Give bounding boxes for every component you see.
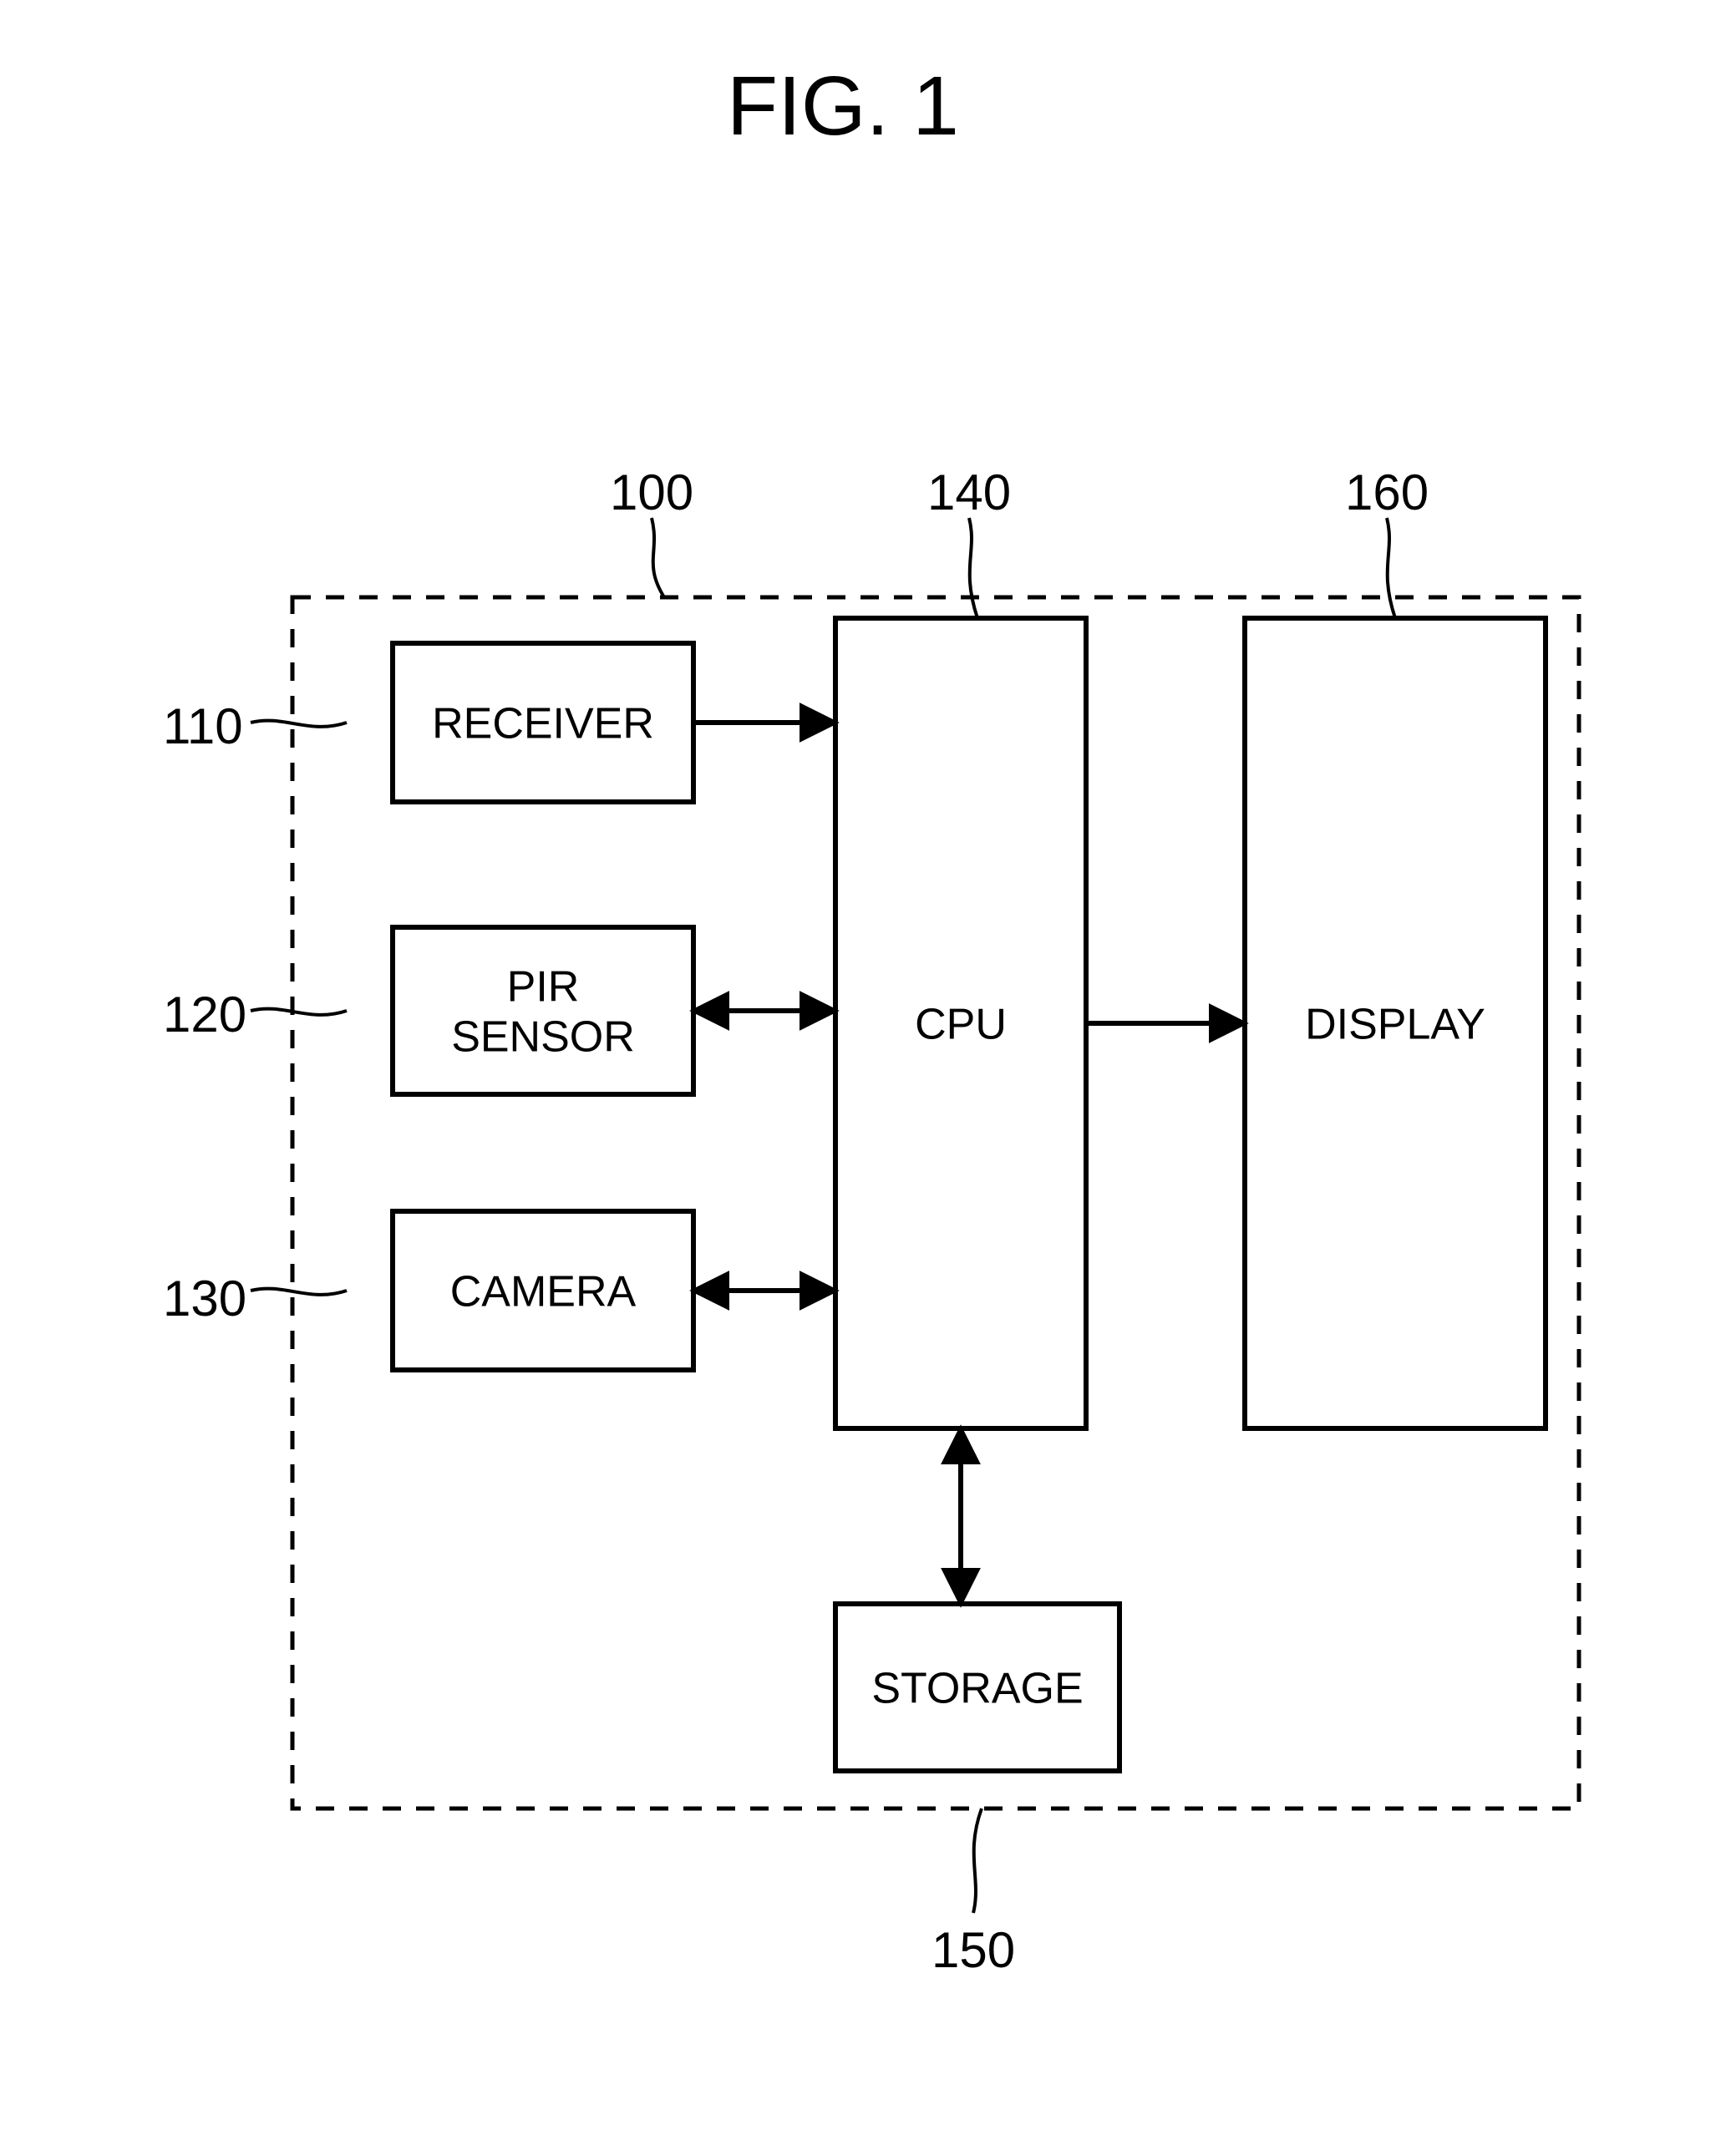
block-camera-label: CAMERA (450, 1268, 637, 1316)
block-receiver-label: RECEIVER (432, 700, 654, 748)
block-storage-label: STORAGE (871, 1665, 1083, 1713)
block-pir-sensor: PIR SENSOR (393, 927, 693, 1094)
ref-label-140: 140 (927, 464, 1011, 521)
block-cpu: CPU (835, 618, 1086, 1428)
lead-110 (251, 721, 347, 727)
lead-150 (973, 1809, 982, 1913)
lead-120 (251, 1009, 347, 1015)
block-storage: STORAGE (835, 1604, 1119, 1771)
ref-label-130: 130 (163, 1270, 246, 1327)
block-diagram-svg: RECEIVER PIR SENSOR CAMERA CPU STORAGE D… (0, 0, 1726, 2156)
ref-label-110: 110 (163, 698, 243, 755)
block-pir-label-line1: PIR (507, 963, 580, 1012)
ref-label-150: 150 (932, 1921, 1015, 1979)
lead-140 (969, 518, 977, 618)
lead-160 (1387, 518, 1395, 618)
lead-100 (652, 518, 664, 597)
ref-label-120: 120 (163, 986, 246, 1043)
lead-130 (251, 1289, 347, 1295)
block-camera: CAMERA (393, 1211, 693, 1370)
ref-label-160: 160 (1345, 464, 1429, 521)
figure-title: FIG. 1 (727, 58, 959, 155)
container-box (292, 597, 1579, 1809)
figure-page: FIG. 1 100 140 160 110 120 130 150 RECEI… (0, 0, 1726, 2156)
block-display-label: DISPLAY (1305, 1001, 1485, 1049)
block-pir-label-line2: SENSOR (451, 1013, 635, 1062)
block-receiver: RECEIVER (393, 643, 693, 802)
block-display: DISPLAY (1245, 618, 1546, 1428)
block-cpu-label: CPU (915, 1001, 1007, 1049)
ref-label-100: 100 (610, 464, 693, 521)
